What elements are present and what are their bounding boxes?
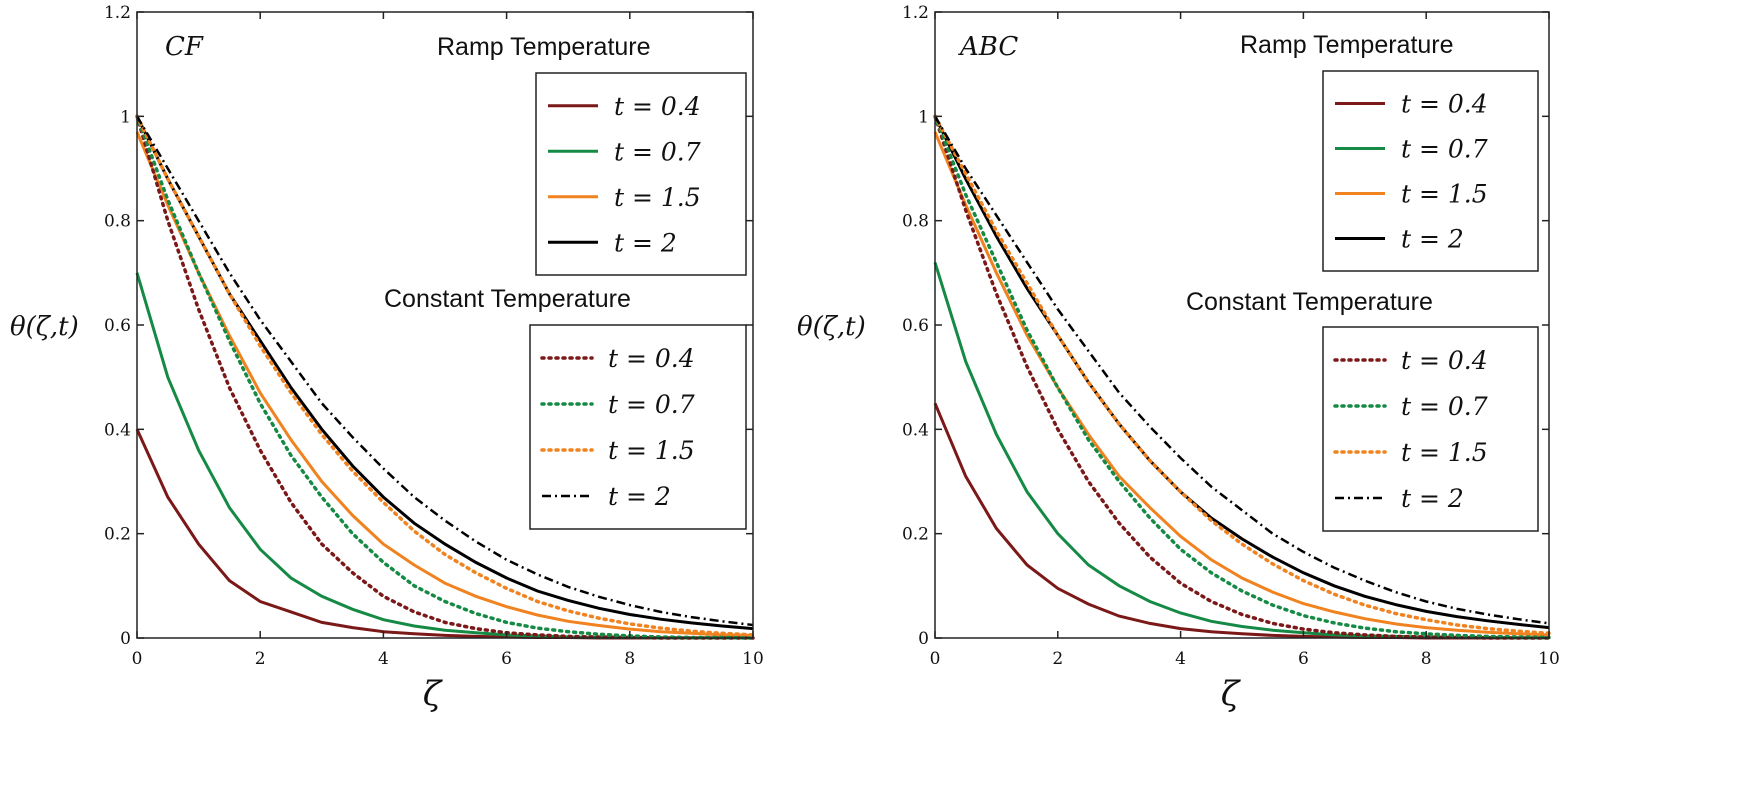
chart-panel-abc: 0 2 4 6 8 10 0 0.2 0.4 0.6 0.8 1 1.2 θ(ζ,t) ζ ABC Ramp T… bbox=[797, 3, 1560, 714]
x-tick-label: 4 bbox=[378, 649, 389, 669]
legend-label: t = 1.5 bbox=[1401, 180, 1488, 209]
x-tick-label: 8 bbox=[1421, 649, 1432, 669]
series-line-ramp-2 bbox=[135, 131, 754, 637]
x-tick-label: 0 bbox=[132, 649, 143, 669]
series-line-constant-4 bbox=[135, 114, 755, 640]
legend-title: Constant Temperature bbox=[384, 285, 631, 313]
x-tick-label: 2 bbox=[1052, 649, 1063, 669]
legend-label: t = 0.7 bbox=[614, 137, 701, 166]
y-tick-label: 0.8 bbox=[902, 212, 929, 232]
legend-constant: Constant Temperature t = 0.4 t = 0.7 t = 1.… bbox=[384, 285, 747, 530]
panel-label: ABC bbox=[958, 32, 1018, 62]
legend-label: t = 1.5 bbox=[1401, 438, 1488, 467]
x-tick-label: 4 bbox=[1175, 649, 1186, 669]
series-line-constant-6 bbox=[135, 114, 755, 637]
legend-constant: Constant Temperature t = 0.4 t = 0.7 t = 1.… bbox=[1186, 288, 1539, 532]
legend-label: t = 2 bbox=[614, 228, 677, 257]
y-axis-label: θ(ζ,t) bbox=[10, 312, 79, 342]
x-tick-label: 10 bbox=[1538, 649, 1560, 669]
y-tick-label: 0.6 bbox=[902, 316, 929, 336]
legend-label: t = 0.4 bbox=[1401, 90, 1488, 119]
x-tick-label: 6 bbox=[1298, 649, 1309, 669]
y-tick-label: 0.2 bbox=[104, 525, 131, 545]
y-tick-label: 0.2 bbox=[902, 525, 929, 545]
legend-label: t = 0.7 bbox=[1401, 392, 1488, 421]
chart-panel-cf: 0 2 4 6 8 10 0 0.2 0.4 0.6 0.8 1 1.2 θ(ζ,t) ζ CF Ramp Te… bbox=[10, 3, 764, 714]
y-axis-label: θ(ζ,t) bbox=[797, 312, 866, 342]
x-axis-label: ζ bbox=[1221, 674, 1242, 714]
x-tick-label: 8 bbox=[624, 649, 635, 669]
legend-label: t = 2 bbox=[608, 482, 671, 511]
y-tick-label: 0.6 bbox=[104, 316, 131, 336]
series-line-constant-5 bbox=[135, 114, 755, 640]
y-tick-label: 0 bbox=[120, 629, 131, 649]
y-tick-label: 0.4 bbox=[104, 420, 131, 440]
series-line-constant-5 bbox=[933, 114, 1551, 640]
y-tick-label: 0.4 bbox=[902, 420, 929, 440]
series-line-constant-6 bbox=[933, 114, 1551, 636]
x-tick-label: 6 bbox=[501, 649, 512, 669]
series-line-ramp-3 bbox=[933, 115, 1550, 630]
legend-label: t = 0.7 bbox=[608, 390, 695, 419]
y-tick-label: 0 bbox=[918, 629, 929, 649]
series-line-ramp-2 bbox=[933, 131, 1550, 637]
x-axis-label: ζ bbox=[423, 674, 444, 714]
legend-ramp: Ramp Temperature t = 0.4 t = 0.7 t = 1.5 t =… bbox=[1240, 31, 1539, 272]
legend-label: t = 2 bbox=[1401, 484, 1464, 513]
y-tick-label: 1.2 bbox=[104, 3, 131, 23]
x-tick-label: 0 bbox=[930, 649, 941, 669]
legend-title: Ramp Temperature bbox=[1240, 31, 1454, 59]
legend-title: Constant Temperature bbox=[1186, 288, 1433, 316]
legend-label: t = 0.4 bbox=[608, 344, 695, 373]
legend-label: t = 1.5 bbox=[614, 183, 701, 212]
y-tick-label: 1 bbox=[120, 107, 131, 127]
legend-label: t = 2 bbox=[1401, 225, 1464, 254]
legend-title: Ramp Temperature bbox=[437, 33, 651, 61]
legend-label: t = 1.5 bbox=[608, 436, 695, 465]
series-line-constant-7 bbox=[933, 115, 1550, 625]
x-tick-label: 2 bbox=[255, 649, 266, 669]
panel-label: CF bbox=[165, 32, 204, 62]
x-tick-label: 10 bbox=[742, 649, 764, 669]
legend-ramp: Ramp Temperature t = 0.4 t = 0.7 t = 1.5 t =… bbox=[437, 33, 747, 276]
y-tick-label: 0.8 bbox=[104, 212, 131, 232]
y-tick-label: 1.2 bbox=[902, 3, 929, 23]
y-tick-label: 1 bbox=[918, 107, 929, 127]
legend-label: t = 0.7 bbox=[1401, 135, 1488, 164]
legend-label: t = 0.4 bbox=[1401, 346, 1488, 375]
legend-label: t = 0.4 bbox=[614, 92, 701, 121]
